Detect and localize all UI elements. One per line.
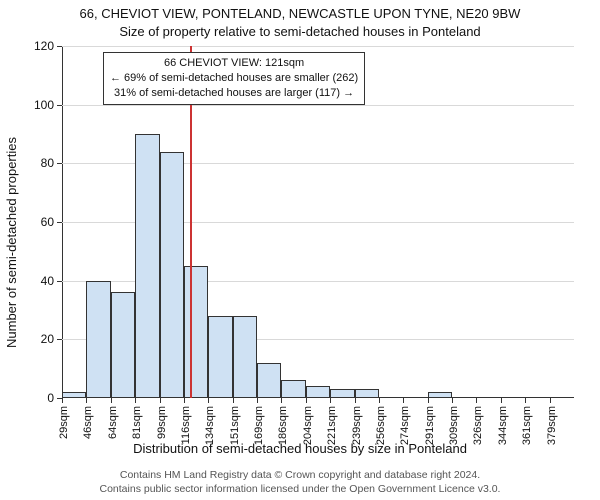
annotation-box: 66 CHEVIOT VIEW: 121sqm ← 69% of semi-de… [103,52,365,105]
ytick-label: 80 [41,156,54,170]
xtick-mark [111,398,112,403]
xtick-label: 186sqm [277,406,289,445]
xtick-label: 99sqm [156,406,168,439]
xtick-label: 169sqm [253,406,265,445]
xtick-label: 29sqm [58,406,70,439]
xtick-mark [501,398,502,403]
xtick-label: 204sqm [302,406,314,445]
xtick-mark [403,398,404,403]
xtick-mark [452,398,453,403]
xtick-label: 291sqm [424,406,436,445]
histogram-bar [233,316,257,398]
xtick-mark [135,398,136,403]
xtick-label: 256sqm [375,406,387,445]
chart-container: 66, CHEVIOT VIEW, PONTELAND, NEWCASTLE U… [0,0,600,500]
xtick-mark [306,398,307,403]
xtick-label: 361sqm [521,406,533,445]
xtick-mark [550,398,551,403]
xtick-label: 134sqm [204,406,216,445]
histogram-bar [62,392,86,398]
xtick-label: 274sqm [399,406,411,445]
xtick-mark [330,398,331,403]
xtick-mark [355,398,356,403]
xtick-mark [233,398,234,403]
xtick-mark [476,398,477,403]
x-axis-label: Distribution of semi-detached houses by … [0,441,600,456]
xtick-mark [257,398,258,403]
xtick-label: 221sqm [326,406,338,445]
histogram-bar [428,392,452,398]
xtick-label: 151sqm [229,406,241,445]
xtick-mark [379,398,380,403]
xtick-label: 344sqm [497,406,509,445]
histogram-bar [135,134,159,398]
ytick-label: 0 [47,391,54,405]
ytick-label: 60 [41,215,54,229]
annotation-line3: 31% of semi-detached houses are larger (… [110,86,358,101]
xtick-mark [208,398,209,403]
xtick-label: 379sqm [546,406,558,445]
xtick-mark [525,398,526,403]
ytick-label: 120 [34,39,54,53]
plot-area: 29sqm46sqm64sqm81sqm99sqm116sqm134sqm151… [62,46,574,398]
histogram-bar [184,266,208,398]
xtick-label: 46sqm [82,406,94,439]
xtick-mark [86,398,87,403]
histogram-bar [111,292,135,398]
xtick-label: 116sqm [180,406,192,444]
annotation-line1: 66 CHEVIOT VIEW: 121sqm [110,56,358,71]
xtick-label: 309sqm [448,406,460,445]
y-axis-label: Number of semi-detached properties [4,32,19,243]
xtick-label: 239sqm [351,406,363,445]
xtick-mark [160,398,161,403]
chart-title-address: 66, CHEVIOT VIEW, PONTELAND, NEWCASTLE U… [0,6,600,21]
annotation-line2: ← 69% of semi-detached houses are smalle… [110,71,358,86]
ytick-label: 100 [34,98,54,112]
footer-attribution: Contains HM Land Registry data © Crown c… [0,468,600,496]
histogram-bar [86,281,110,398]
histogram-bar [281,380,305,398]
histogram-bar [330,389,354,398]
xtick-mark [184,398,185,403]
chart-title-desc: Size of property relative to semi-detach… [0,24,600,39]
histogram-bar [208,316,232,398]
histogram-bar [306,386,330,398]
ytick-label: 40 [41,274,54,288]
xtick-label: 64sqm [107,406,119,439]
xtick-label: 81sqm [131,406,143,439]
histogram-bar [160,152,184,398]
xtick-label: 326sqm [472,406,484,445]
xtick-mark [428,398,429,403]
xtick-mark [281,398,282,403]
histogram-bar [257,363,281,398]
histogram-bar [355,389,379,398]
xtick-mark [62,398,63,403]
ytick-label: 20 [41,332,54,346]
